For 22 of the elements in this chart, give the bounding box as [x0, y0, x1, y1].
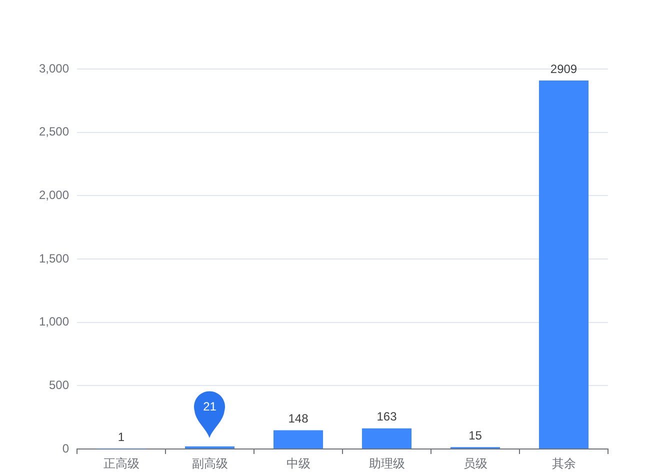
- x-tick-label: 其余: [552, 456, 576, 471]
- data-label: 163: [376, 410, 398, 424]
- x-tick-label: 中级: [286, 456, 310, 471]
- data-label: 15: [468, 428, 482, 442]
- y-tick-label: 0: [62, 441, 70, 456]
- data-label: 2909: [550, 62, 578, 76]
- x-tick-label: 正高级: [103, 456, 140, 471]
- data-label: 1: [118, 430, 125, 444]
- y-tick-label: 1,000: [38, 314, 70, 329]
- y-tick-label: 2,000: [38, 188, 70, 202]
- x-tick-label: 助理级: [368, 456, 405, 471]
- y-tick-label: 3,000: [38, 61, 70, 76]
- bar: [273, 430, 324, 448]
- bar: [362, 428, 412, 448]
- annotation: 21: [203, 400, 217, 414]
- y-tick-label: 2,500: [38, 124, 70, 139]
- y-tick-label: 1,500: [38, 251, 70, 266]
- data-label: 148: [288, 412, 309, 426]
- x-tick-label: 副高级: [192, 456, 228, 471]
- bar: [538, 80, 589, 448]
- y-tick-label: 500: [48, 378, 70, 392]
- x-tick-label: 员级: [463, 456, 488, 471]
